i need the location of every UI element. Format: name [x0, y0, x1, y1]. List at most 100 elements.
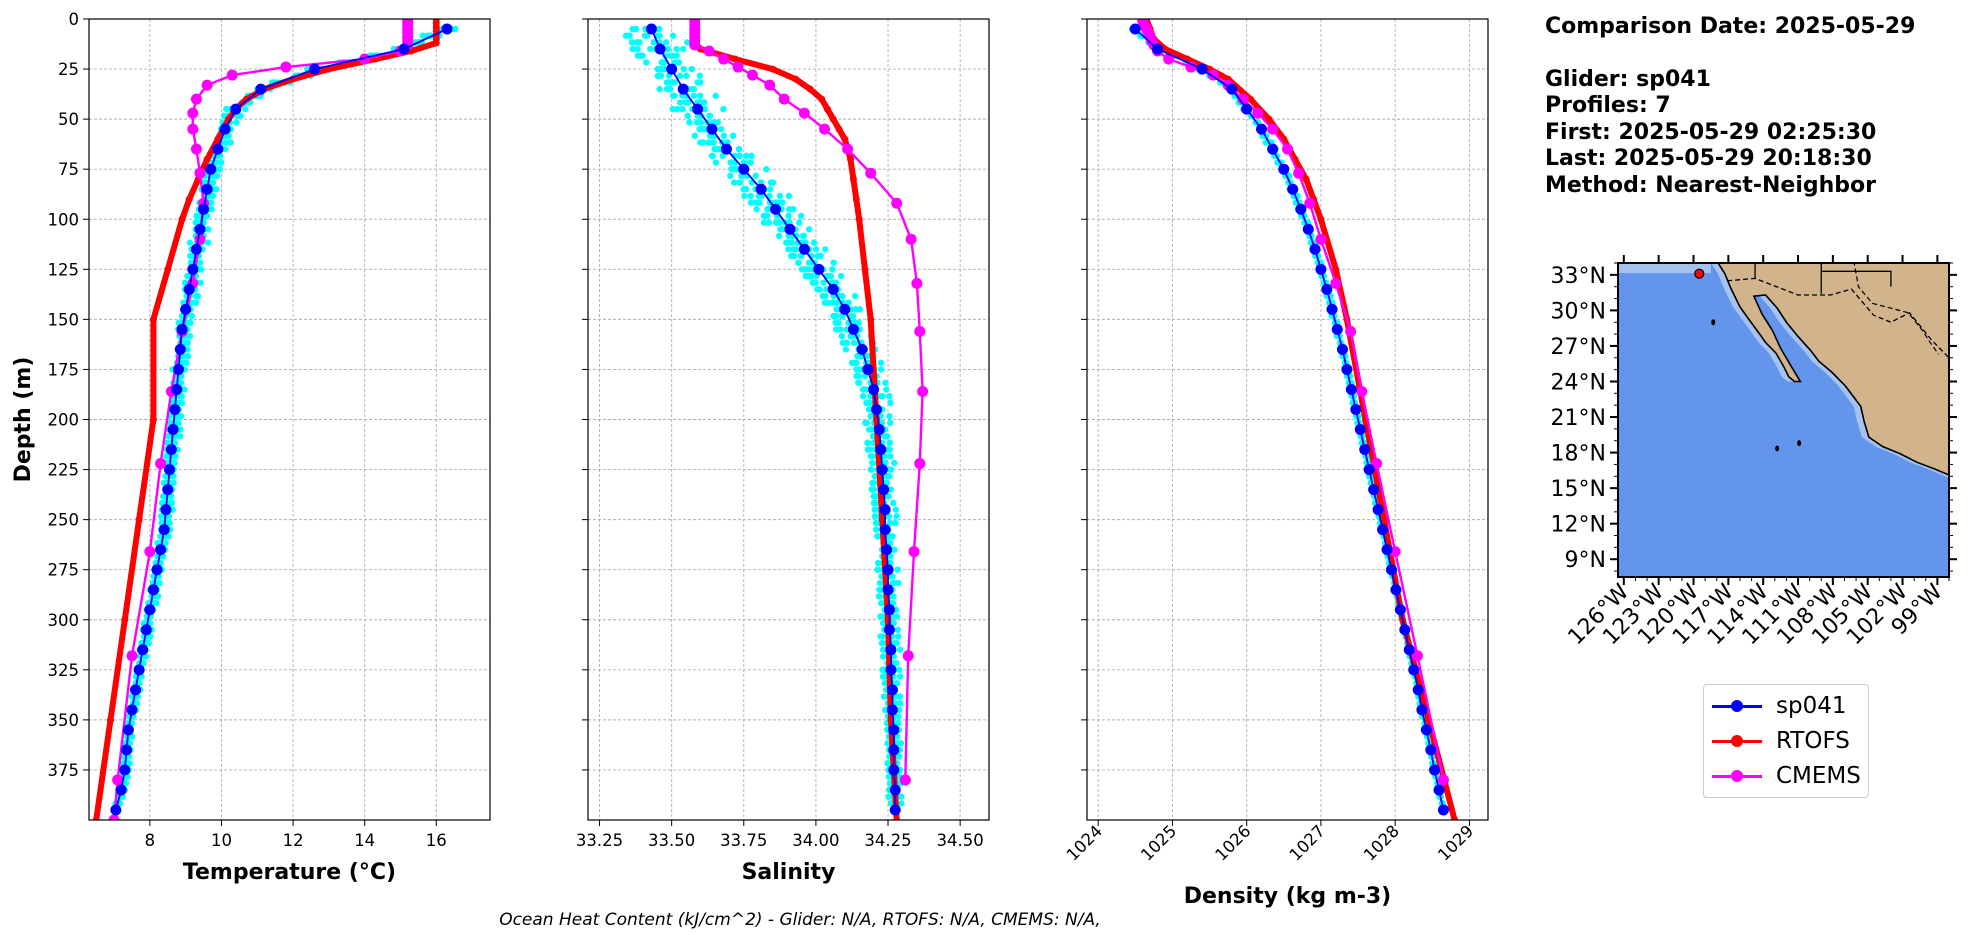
glider-profile-point — [864, 439, 872, 447]
lat-tick-label: 12°N — [1551, 513, 1606, 538]
data-point-cmems — [194, 233, 206, 245]
glider-profile-point — [180, 359, 187, 366]
glider-profile-point — [893, 513, 900, 520]
x-tick-label: 34.00 — [792, 831, 839, 850]
glider-profile-point — [688, 65, 696, 73]
glider-profile-point — [799, 232, 807, 240]
data-point-rtofs — [849, 175, 857, 183]
glider-profile-point — [170, 479, 177, 487]
glider-profile-point — [882, 379, 889, 386]
data-point-sp041 — [171, 383, 183, 395]
x-tick-label: 33.75 — [720, 831, 767, 850]
glider-profile-point — [887, 453, 894, 460]
glider-profile-point — [694, 79, 701, 86]
data-point-cmems — [112, 774, 124, 786]
glider-profile-point — [879, 619, 887, 627]
glider-profile-point — [696, 92, 704, 99]
glider-profile-point — [843, 339, 850, 346]
data-point-sp041 — [881, 544, 893, 556]
data-point-rtofs — [1451, 816, 1459, 820]
data-point-sp041 — [126, 704, 138, 716]
glider-profile-point — [175, 419, 182, 427]
data-point-rtofs — [792, 75, 800, 83]
glider-profile-point — [872, 499, 879, 507]
glider-profile-point — [714, 119, 722, 126]
legend-swatch-sp041 — [1712, 699, 1762, 712]
glider-profile-point — [874, 559, 882, 567]
glider-profile-point — [732, 165, 740, 173]
glider-profile-point — [889, 579, 896, 587]
data-point-cmems — [1371, 458, 1383, 470]
data-point-rtofs — [214, 135, 222, 143]
glider-profile-point — [719, 152, 726, 160]
glider-profile-point — [812, 246, 820, 253]
glider-profile-point — [237, 112, 244, 119]
glider-profile-point — [187, 319, 194, 326]
glider-profile-point — [181, 386, 188, 393]
glider-profile-point — [176, 399, 183, 407]
legend: sp041 RTOFS CMEMS — [1703, 684, 1869, 798]
glider-profile-point — [850, 339, 858, 346]
glider-profile-point — [683, 39, 691, 46]
glider-profile-point — [146, 633, 154, 640]
land — [1717, 263, 1949, 476]
glider-profile-point — [650, 39, 657, 46]
data-point-cmems — [155, 458, 167, 470]
data-point-cmems — [911, 277, 923, 289]
glider-profile-point — [887, 399, 894, 407]
glider-profile-point — [160, 479, 167, 487]
y-tick-label: 375 — [48, 761, 80, 780]
x-tick-label: 1026 — [1211, 821, 1254, 864]
glider-profile-point — [209, 179, 217, 186]
data-point-rtofs — [178, 215, 186, 223]
data-point-sp041 — [755, 183, 767, 195]
glider-profile-point — [196, 259, 204, 266]
glider-profile-point — [168, 499, 175, 507]
glider-profile-point — [700, 125, 708, 133]
glider-profile-point — [896, 646, 904, 653]
data-point-sp041 — [882, 564, 894, 576]
glider-profile-point — [156, 579, 163, 587]
location-map: 33°N30°N27°N24°N21°N18°N15°N12°N9°N126°W… — [1551, 255, 1957, 650]
glider-profile-point — [752, 172, 759, 180]
data-point-cmems — [914, 325, 926, 337]
data-point-sp041 — [180, 303, 192, 315]
glider-profile-point — [868, 426, 875, 433]
lat-tick-label: 27°N — [1551, 335, 1606, 360]
y-tick-label: 250 — [48, 511, 80, 530]
glider-profile-point — [163, 453, 170, 460]
data-point-rtofs — [164, 265, 172, 273]
glider-profile-point — [701, 105, 709, 113]
data-point-cmems — [689, 39, 701, 51]
data-point-cmems — [1345, 325, 1357, 337]
island — [1775, 445, 1780, 452]
data-point-cmems — [1356, 385, 1368, 397]
data-point-rtofs — [806, 85, 814, 93]
glider-profile-point — [164, 439, 171, 447]
data-point-sp041 — [862, 363, 874, 375]
data-point-rtofs — [835, 125, 843, 133]
glider-profile-point — [177, 432, 184, 440]
glider-profile-point — [660, 59, 667, 66]
glider-profile-point — [233, 119, 240, 126]
data-point-rtofs — [149, 315, 157, 323]
glider-profile-point — [810, 239, 818, 246]
data-point-cmems — [1411, 650, 1423, 662]
data-point-sp041 — [1429, 764, 1441, 776]
glider-profile-point — [788, 252, 795, 260]
data-point-sp041 — [144, 604, 156, 616]
glider-profile-point — [881, 453, 888, 460]
glider-profile-point — [894, 633, 902, 640]
glider-profile-point — [765, 219, 773, 226]
glider-profile-point — [145, 639, 152, 647]
glider-profile-point — [223, 105, 230, 113]
x-tick-label: 10 — [211, 831, 232, 850]
data-point-rtofs — [852, 195, 860, 203]
glider-profile-point — [822, 246, 829, 253]
last-time: Last: 2025-05-29 20:18:30 — [1545, 146, 1872, 171]
glider-profile-point — [730, 159, 737, 166]
glider-profile-point — [772, 219, 780, 226]
glider-profile-point — [812, 279, 819, 286]
lat-tick-label: 15°N — [1551, 477, 1606, 502]
method: Method: Nearest-Neighbor — [1545, 172, 1876, 198]
